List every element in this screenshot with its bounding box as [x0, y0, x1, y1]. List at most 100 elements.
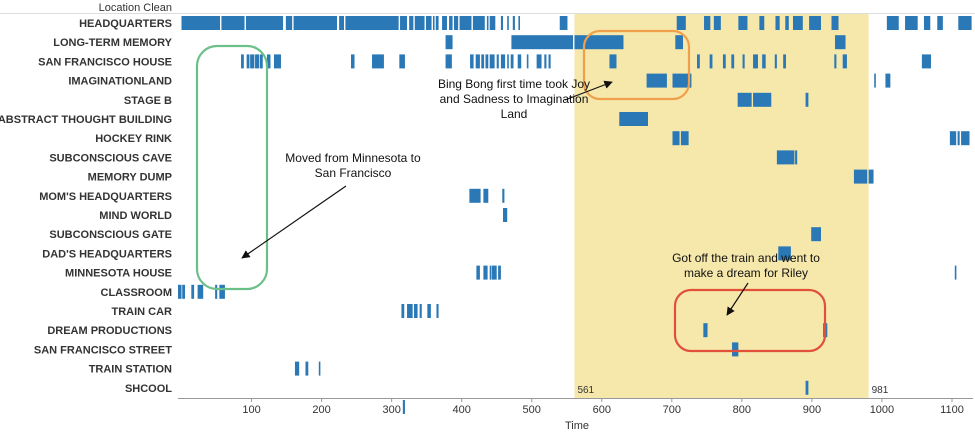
bar-segment — [703, 323, 708, 338]
bar-segment — [475, 54, 480, 69]
bar-segment — [737, 92, 752, 107]
category-label: STAGE B — [124, 95, 172, 107]
bar-segment — [435, 16, 439, 30]
bar-segment — [512, 16, 515, 30]
bar-segment — [811, 227, 822, 242]
x-tick-label: 800 — [733, 404, 751, 416]
bar-segment — [646, 73, 667, 88]
bar-segment — [191, 284, 195, 299]
bar-segment — [672, 73, 692, 88]
bar-segment — [489, 265, 492, 280]
bar-segment — [400, 16, 408, 30]
category-label: MINNESOTA HOUSE — [65, 268, 172, 280]
annotation-arrow — [564, 80, 613, 101]
bar-segment — [775, 16, 780, 30]
bar-segment — [445, 35, 453, 50]
bar-segment — [427, 304, 431, 318]
category-label: DAD'S HEADQUARTERS — [42, 248, 172, 260]
bar-segment — [853, 169, 868, 184]
bar-segment — [459, 16, 472, 30]
row-header: Location Clean — [99, 2, 172, 14]
bar-segment — [697, 54, 700, 69]
bar-segment — [432, 16, 435, 30]
bar-segment — [805, 92, 809, 107]
highlight-end-label: 981 — [872, 385, 889, 396]
bar-segment — [181, 16, 221, 30]
bar-segment — [496, 54, 499, 69]
annotation-text: Land — [501, 107, 528, 121]
bar-segment — [961, 131, 970, 146]
bars — [178, 16, 972, 414]
bar-segment — [470, 54, 474, 69]
annotation-text: San Francisco — [315, 166, 392, 180]
x-tick-label: 600 — [593, 404, 611, 416]
bar-segment — [294, 361, 300, 376]
bar-segment — [526, 54, 529, 69]
x-tick-label: 400 — [452, 404, 470, 416]
bar-segment — [842, 54, 847, 69]
category-labels: HEADQUARTERS LONG-TERM MEMORY SAN FRANCISC… — [0, 18, 173, 395]
bar-segment — [783, 54, 786, 69]
bar-segment — [874, 73, 876, 88]
bar-segment — [548, 54, 551, 69]
x-tick-label: 1000 — [870, 404, 894, 416]
bar-segment — [792, 16, 803, 30]
bar-segment — [753, 92, 772, 107]
bar-segment — [246, 54, 250, 69]
bar-segment — [675, 35, 684, 50]
bar-segment — [503, 208, 508, 222]
bar-segment — [483, 265, 488, 280]
annotation-text: Moved from Minnesota to — [285, 151, 421, 165]
category-label: SUBCONSCIOUS CAVE — [49, 152, 172, 164]
bar-segment — [219, 284, 225, 299]
bar-segment — [351, 54, 355, 69]
bar-segment — [259, 54, 263, 69]
bar-segment — [472, 16, 485, 30]
bar-segment — [753, 54, 758, 69]
bar-segment — [738, 16, 748, 30]
bar-segment — [958, 16, 972, 30]
bar-segment — [731, 54, 735, 69]
bar-segment — [372, 54, 384, 69]
category-label: MEMORY DUMP — [88, 172, 172, 184]
bar-segment — [178, 284, 182, 299]
category-label: MIND WORLD — [99, 210, 172, 222]
bar-segment — [609, 54, 617, 69]
bar-segment — [831, 16, 839, 30]
category-label: ABSTRACT THOUGHT BUILDING — [0, 114, 172, 126]
bar-segment — [704, 16, 711, 30]
category-label: DREAM PRODUCTIONS — [47, 325, 172, 337]
bar-segment — [407, 304, 413, 318]
bar-segment — [483, 188, 489, 203]
bar-segment — [868, 169, 874, 184]
bar-segment — [834, 54, 837, 69]
bar-segment — [285, 16, 293, 30]
bar-segment — [293, 16, 337, 30]
bar-segment — [449, 16, 453, 30]
bar-segment — [442, 16, 447, 30]
bar-segment — [266, 54, 271, 69]
bar-segment — [809, 16, 822, 30]
bar-segment — [245, 16, 284, 30]
bar-segment — [425, 16, 432, 30]
bar-segment — [742, 54, 745, 69]
annotation-text: make a dream for Riley — [684, 266, 808, 280]
bar-segment — [676, 16, 686, 30]
x-tick-label: 500 — [523, 404, 541, 416]
annotation-outline — [582, 29, 691, 101]
bar-segment — [419, 304, 422, 318]
bar-segment — [436, 304, 439, 318]
highlight-start-label: 561 — [577, 385, 594, 396]
category-label: TRAIN CAR — [112, 306, 173, 318]
bar-segment — [544, 54, 547, 69]
bar-segment — [476, 265, 480, 280]
bar-segment — [197, 284, 204, 299]
bar-segment — [517, 54, 522, 69]
bar-segment — [713, 16, 721, 30]
bar-segment — [536, 54, 542, 69]
bar-segment — [339, 16, 345, 30]
x-tick-label: 200 — [312, 404, 330, 416]
bar-segment — [215, 284, 218, 299]
